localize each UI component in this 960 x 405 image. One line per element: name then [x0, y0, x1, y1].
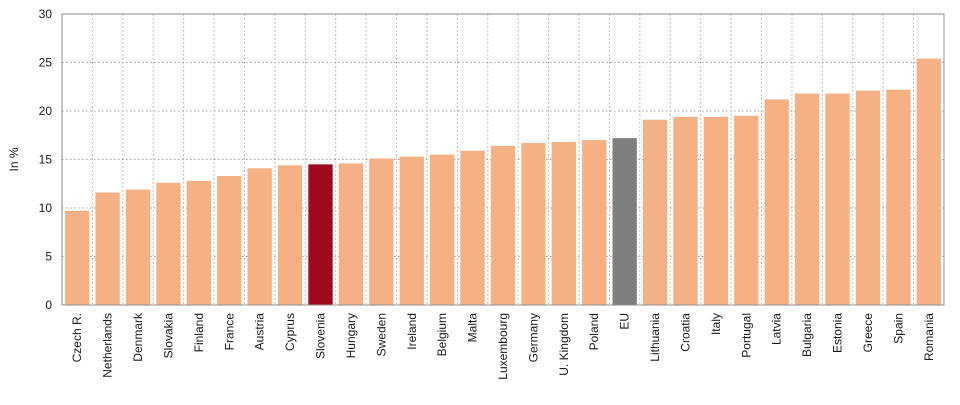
bar-sweden [369, 158, 394, 305]
bar-poland [582, 140, 607, 305]
y-tick-label: 10 [39, 201, 53, 215]
bar-slovakia [156, 182, 181, 305]
x-tick-label: Sweden [374, 313, 388, 356]
bar-portugal [734, 115, 759, 305]
x-tick-label: Netherlands [101, 313, 115, 378]
plot-frame [61, 13, 945, 306]
x-tick-label: Germany [526, 313, 540, 362]
x-tick-label: Romania [922, 313, 936, 361]
x-tick-label: Austria [253, 313, 267, 351]
bar-hungary [338, 163, 364, 305]
x-tick-label: Portugal [739, 313, 753, 358]
x-tick-label: U. Kingdom [557, 313, 571, 376]
bar-cyprus [277, 165, 303, 305]
x-tick-label: Malta [466, 313, 480, 343]
x-tick-label: Lithuania [648, 313, 662, 362]
bar-luxembourg [490, 145, 516, 305]
x-tick-label: Latvia [770, 313, 784, 345]
x-tick-label: Finland [192, 313, 206, 352]
y-axis-ticks: 0 5 10 15 20 25 30 [39, 7, 53, 312]
y-tick-label: 25 [39, 56, 53, 70]
bar-estonia [825, 93, 850, 305]
bar-belgium [430, 154, 455, 305]
bar-greece [855, 90, 881, 305]
bar-germany [521, 143, 546, 305]
x-tick-label: Spain [891, 313, 905, 344]
x-tick-label: Luxembourg [496, 313, 510, 380]
bar-slovenia [308, 164, 333, 305]
x-tick-label: Poland [587, 313, 601, 350]
x-tick-label: Hungary [344, 313, 358, 358]
bar-ireland [399, 156, 424, 305]
y-tick-label: 20 [39, 104, 53, 118]
bar-malta [460, 150, 485, 305]
bar-france [217, 175, 242, 305]
bar-finland [186, 180, 212, 305]
y-axis-label: In % [7, 147, 21, 171]
bar-netherlands [95, 192, 120, 305]
x-tick-label: Ireland [405, 313, 419, 350]
x-tick-label: Belgium [435, 313, 449, 356]
bar-croatia [673, 116, 698, 305]
x-tick-label: Slovakia [161, 313, 175, 359]
y-tick-label: 15 [39, 153, 53, 167]
bar-italy [703, 116, 729, 305]
bar-bulgaria [794, 93, 820, 305]
y-tick-label: 0 [45, 298, 52, 312]
bar-latvia [764, 99, 789, 305]
bar-lithuania [642, 119, 668, 305]
x-tick-label: Czech R. [70, 313, 84, 362]
bar-austria [247, 168, 272, 305]
bar-spain [886, 89, 911, 305]
bar-eu [612, 138, 637, 305]
x-tick-label: Bulgaria [800, 313, 814, 357]
x-tick-label: Croatia [678, 313, 692, 352]
bars [65, 58, 941, 306]
x-tick-label: Greece [861, 313, 875, 353]
bar-czech-r [65, 210, 90, 305]
y-tick-label: 5 [45, 250, 52, 264]
x-tick-label: Denmark [131, 312, 145, 362]
y-tick-label: 30 [39, 7, 53, 21]
x-tick-label: Estonia [831, 313, 845, 353]
x-axis-ticks: Czech R. Netherlands Denmark Slovakia Finlan… [70, 312, 936, 380]
bar-romania [916, 58, 941, 306]
x-tick-label: Italy [709, 313, 723, 335]
x-tick-label: Cyprus [283, 313, 297, 351]
x-tick-label: Slovenia [314, 313, 328, 359]
x-tick-label: France [222, 313, 236, 351]
x-tick-label: EU [618, 313, 632, 330]
bar-u-kingdom [551, 142, 576, 305]
bar-denmark [125, 189, 151, 305]
